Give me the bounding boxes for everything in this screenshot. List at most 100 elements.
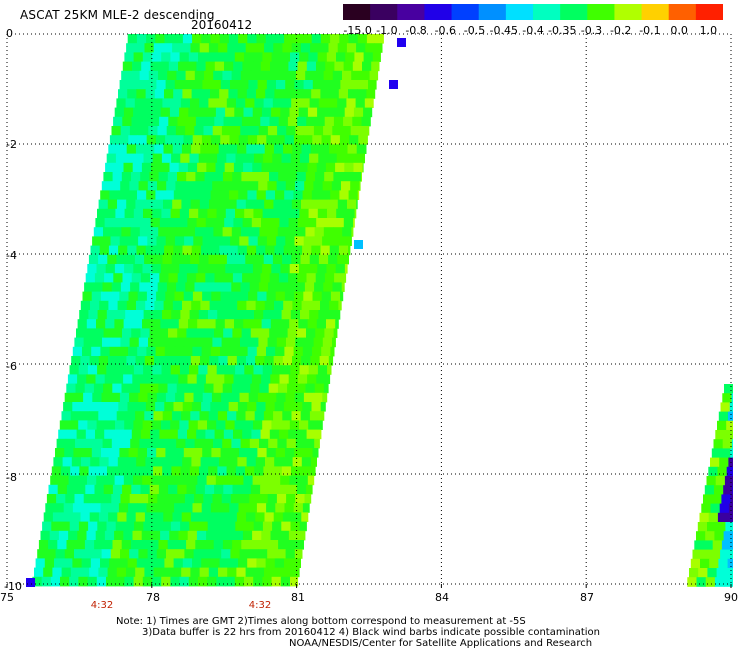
swath-cell (223, 484, 233, 495)
swath-cell (228, 34, 239, 44)
map-date: 20160412 (191, 18, 253, 32)
swath-cell (94, 328, 104, 338)
swath-cell (56, 494, 66, 504)
swath-cell (306, 116, 316, 127)
swath-cell (315, 172, 325, 182)
swath-cell (111, 337, 121, 348)
swath-cell (208, 43, 219, 53)
swath-cell (299, 365, 310, 375)
swath-cell (112, 383, 122, 394)
swath-cell (129, 392, 139, 403)
swath-cell (254, 567, 265, 578)
swath-cell (176, 383, 187, 394)
y-tick-label: -6 (6, 360, 17, 373)
swath-cell (314, 70, 324, 81)
swath-cell (258, 126, 269, 136)
swath-cell (249, 126, 260, 136)
swath-cell (230, 181, 241, 191)
swath-cell (115, 521, 126, 532)
swath-cell (699, 512, 710, 523)
swath-cell (225, 475, 235, 486)
swath-cell (189, 466, 200, 476)
swath-cell (195, 540, 205, 550)
swath-cell (137, 346, 147, 357)
swath-cell (176, 540, 187, 550)
swath-cell (222, 282, 232, 292)
swath-cell (194, 282, 205, 292)
swath-cell (289, 264, 300, 274)
swath-cell (275, 448, 286, 458)
swath-cell (270, 530, 281, 541)
swath-cell (147, 80, 157, 90)
colorbar-label: -15.0 (343, 24, 372, 37)
swath-cell (325, 61, 335, 72)
swath-cell (203, 181, 213, 191)
swath-cell (274, 457, 284, 467)
swath-cell (276, 80, 286, 90)
swath-cell (179, 264, 189, 274)
swath-cell (301, 512, 309, 522)
swath-cell (302, 402, 312, 412)
swath-cell (121, 383, 132, 394)
swath-cell (150, 374, 161, 384)
swath-cell (87, 365, 98, 375)
swath-cell (69, 420, 79, 430)
swath-cell (202, 448, 212, 458)
swath-cell (180, 466, 191, 476)
swath-cell (716, 522, 726, 532)
swath-cell (235, 365, 245, 375)
swath-cell (210, 245, 220, 256)
swath-cell (339, 190, 349, 200)
swath-cell (199, 43, 210, 53)
swath-cell (300, 98, 310, 108)
swath-cell (248, 80, 258, 90)
swath-cell (131, 273, 142, 283)
swath-cell (336, 153, 347, 164)
swath-cell (278, 540, 288, 550)
swath-cell (116, 310, 126, 320)
swath-cell (345, 208, 355, 219)
swath-cell (294, 549, 303, 559)
swath-cell (151, 420, 162, 430)
swath-cell (729, 402, 733, 412)
swath-cell (171, 98, 182, 108)
swath-cell (291, 567, 300, 578)
swath-cell (58, 530, 69, 541)
swath-cell (119, 135, 129, 145)
swath-cell (127, 402, 138, 412)
swath-cell (281, 208, 291, 219)
swath-cell (89, 411, 99, 421)
swath-cell (319, 43, 329, 53)
swath-cell (67, 374, 78, 384)
swath-cell (127, 245, 137, 256)
swath-cell (78, 365, 89, 375)
swath-cell (241, 383, 251, 394)
swath-cell (241, 172, 251, 182)
swath-cell (117, 512, 127, 522)
swath-cell (305, 438, 315, 449)
swath-cell (337, 43, 348, 53)
swath-cell (154, 457, 165, 467)
swath-cell (317, 264, 327, 274)
swath-cell (276, 181, 287, 191)
swath-cell (344, 107, 355, 118)
swath-cell (167, 438, 177, 449)
swath-cell (163, 199, 173, 210)
swath-cell (257, 236, 268, 246)
swath-cell (172, 356, 182, 366)
swath-cell (234, 475, 244, 486)
swath-cell (123, 319, 134, 329)
swath-cell (185, 438, 195, 449)
swath-cell (294, 392, 305, 403)
swath-cell (226, 521, 236, 532)
swath-cell (362, 61, 372, 72)
swath-cell (57, 484, 68, 495)
swath-cell (247, 503, 258, 513)
swath-cell (85, 484, 95, 495)
swath-cell (244, 153, 255, 164)
swath-cell (705, 577, 716, 587)
swath-cell (280, 319, 290, 329)
swath-cell (306, 429, 317, 440)
swath-cell (207, 420, 217, 430)
swath-cell (325, 218, 335, 228)
